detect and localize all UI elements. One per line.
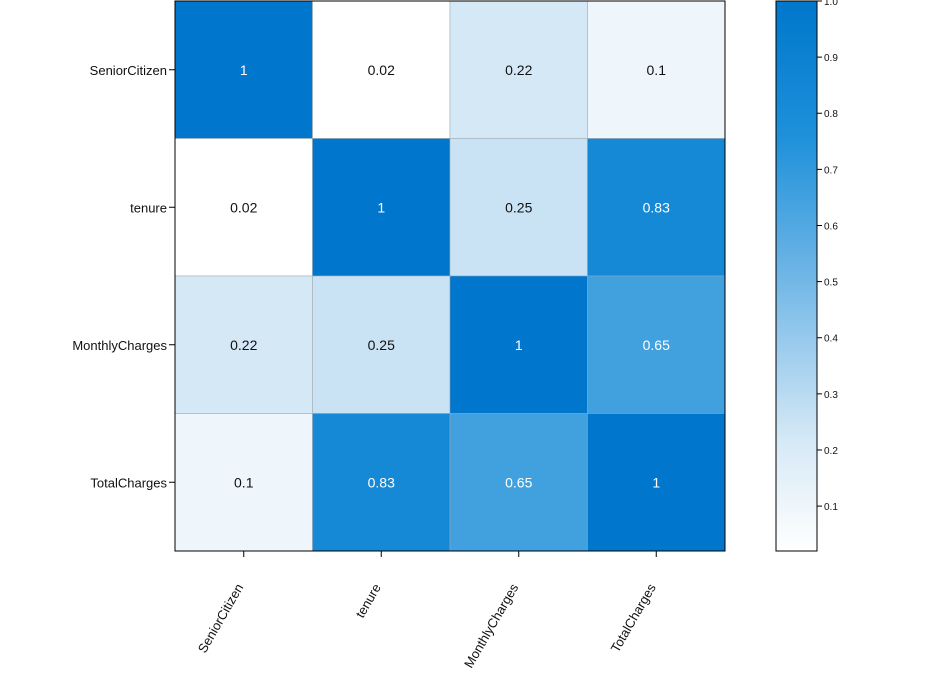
heatmap-cell bbox=[312, 413, 451, 552]
cell-value-label: 0.1 bbox=[234, 474, 254, 490]
cell-value-label: 0.83 bbox=[368, 474, 395, 490]
x-tick-label: tenure bbox=[352, 581, 383, 620]
y-tick-label: SeniorCitizen bbox=[90, 63, 167, 78]
colorbar-tick-label: 0.9 bbox=[824, 53, 838, 64]
cell-value-label: 0.25 bbox=[505, 199, 532, 215]
heatmap-cell bbox=[587, 138, 726, 277]
heatmap-cell bbox=[587, 0, 726, 139]
cell-value-label: 0.22 bbox=[230, 337, 257, 353]
x-axis: SeniorCitizen tenure MonthlyCharges TotalCh… bbox=[195, 551, 659, 670]
heatmap-cell bbox=[174, 0, 313, 139]
colorbar-tick-label: 0.5 bbox=[824, 278, 838, 289]
heatmap-cells: 1 0.02 0.22 0.1 0.02 1 0.25 0.83 0.22 0.25 1 0.65 0.… bbox=[174, 0, 726, 552]
cell-value-label: 0.83 bbox=[643, 199, 670, 215]
cell-value-label: 0.1 bbox=[647, 62, 667, 78]
cell-value-label: 0.22 bbox=[505, 62, 532, 78]
heatmap-cell bbox=[312, 0, 451, 139]
heatmap-cell bbox=[587, 413, 726, 552]
colorbar-tick-label: 0.3 bbox=[824, 390, 838, 401]
colorbar-frame bbox=[775, 0, 818, 552]
heatmap-cell bbox=[587, 275, 726, 414]
colorbar-ticks: 0.1 0.2 0.3 0.4 0.5 0.6 0.7 0.8 0.9 1.0 bbox=[817, 0, 838, 513]
colorbar: 0.1 0.2 0.3 0.4 0.5 0.6 0.7 0.8 0.9 1.0 bbox=[775, 0, 838, 552]
heatmap-cell bbox=[312, 275, 451, 414]
cell-value-label: 1 bbox=[240, 62, 248, 78]
cell-value-label: 1 bbox=[652, 474, 660, 490]
colorbar-tick-label: 0.8 bbox=[824, 109, 838, 120]
y-tick-label: tenure bbox=[130, 200, 167, 215]
heatmap-cell bbox=[449, 138, 588, 277]
y-tick-label: TotalCharges bbox=[90, 475, 167, 490]
colorbar-tick-label: 1.0 bbox=[824, 0, 838, 8]
heatmap-cell bbox=[174, 138, 313, 277]
x-tick-label: SeniorCitizen bbox=[195, 581, 247, 655]
y-tick-label: MonthlyCharges bbox=[72, 338, 167, 353]
plot-frame bbox=[174, 0, 726, 552]
colorbar-gradient bbox=[776, 1, 817, 551]
cell-value-label: 0.02 bbox=[368, 62, 395, 78]
x-tick-label: TotalCharges bbox=[608, 581, 660, 655]
cell-value-label: 0.65 bbox=[505, 474, 532, 490]
colorbar-tick-label: 0.1 bbox=[824, 502, 838, 513]
heatmap-cell bbox=[312, 138, 451, 277]
cell-value-label: 1 bbox=[377, 199, 385, 215]
cell-value-label: 0.65 bbox=[643, 337, 670, 353]
heatmap-cell bbox=[449, 413, 588, 552]
heatmap-cell bbox=[174, 413, 313, 552]
x-tick-label: MonthlyCharges bbox=[461, 581, 522, 671]
cell-value-label: 1 bbox=[515, 337, 523, 353]
y-axis: SeniorCitizen tenure MonthlyCharges TotalCh… bbox=[72, 63, 175, 490]
cell-value-label: 0.02 bbox=[230, 199, 257, 215]
colorbar-tick-label: 0.7 bbox=[824, 165, 838, 176]
colorbar-tick-label: 0.2 bbox=[824, 446, 838, 457]
colorbar-tick-label: 0.4 bbox=[824, 334, 838, 345]
colorbar-tick-label: 0.6 bbox=[824, 221, 838, 232]
cell-value-label: 0.25 bbox=[368, 337, 395, 353]
